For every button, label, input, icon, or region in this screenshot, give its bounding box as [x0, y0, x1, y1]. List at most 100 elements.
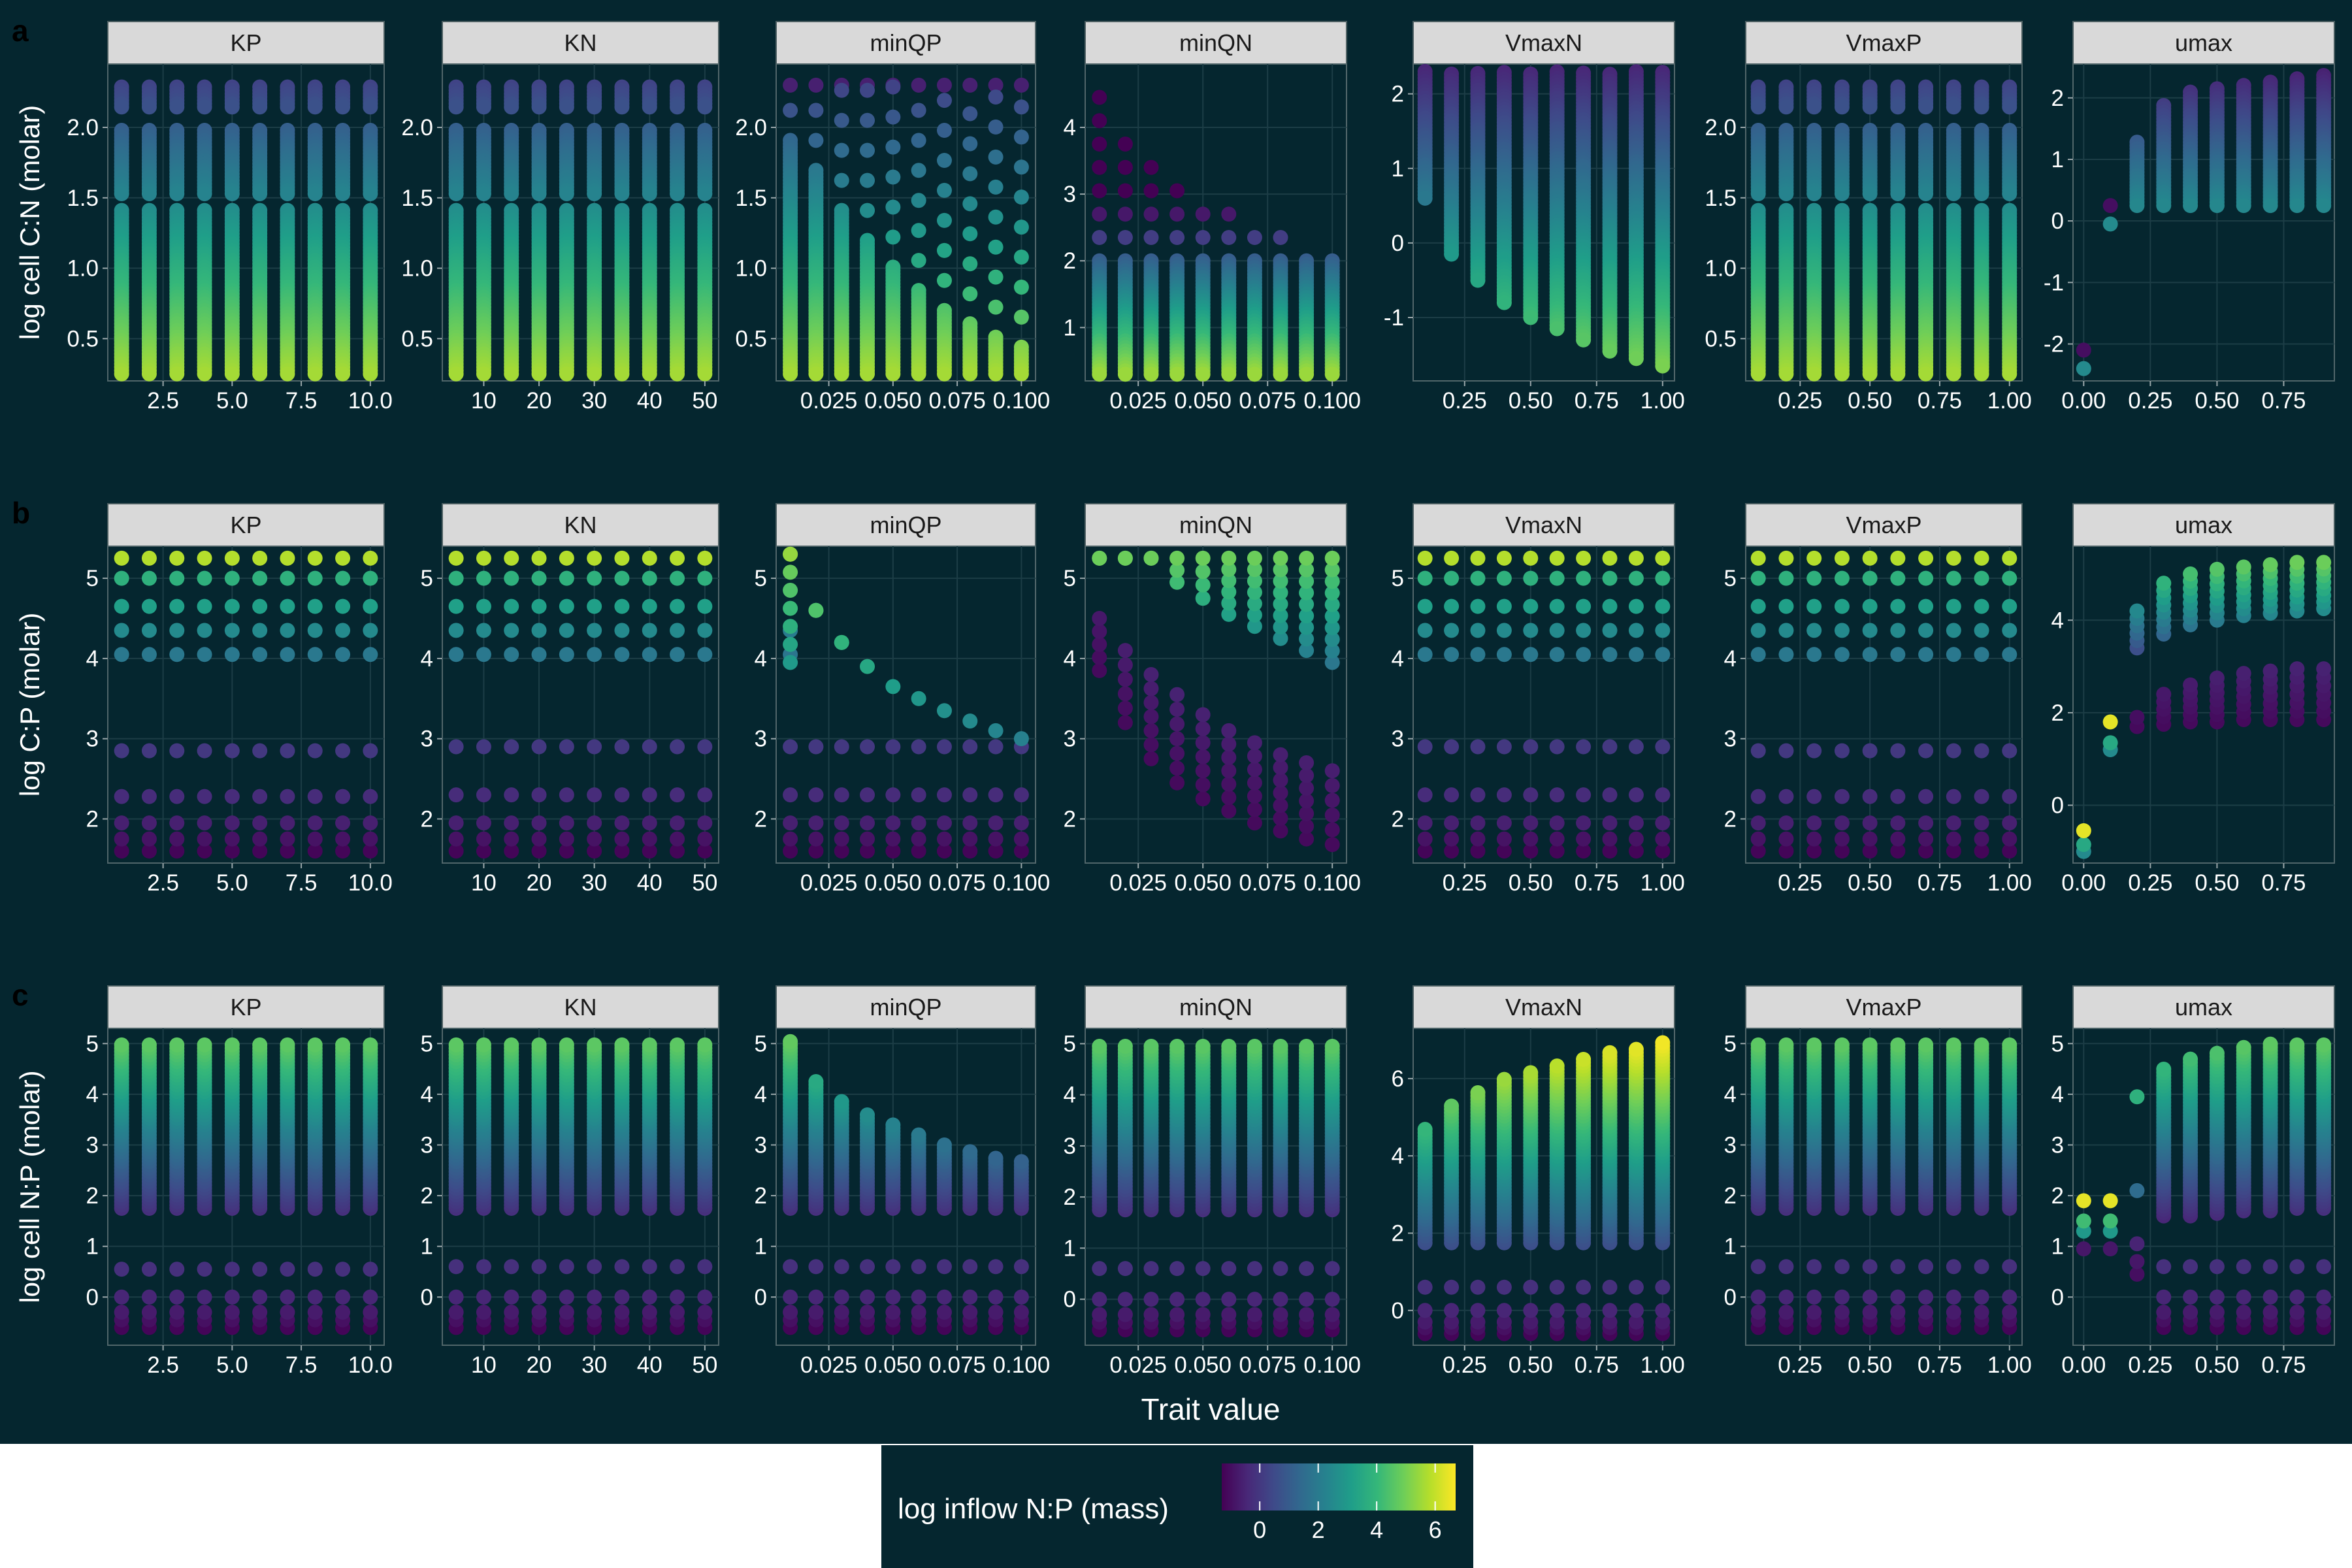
data-point [1092, 113, 1107, 129]
data-point [1247, 789, 1262, 804]
data-point [808, 366, 824, 382]
data-point [1778, 366, 1794, 382]
data-point [504, 186, 519, 202]
data-point [2076, 342, 2091, 358]
data-point [1628, 351, 1644, 367]
y-tick-label: 0.5 [401, 326, 433, 351]
data-point [1092, 623, 1107, 639]
data-point [1444, 623, 1460, 638]
data-point [783, 366, 798, 382]
x-tick-label: 2.5 [147, 388, 179, 414]
x-tick-label: 10.0 [348, 870, 393, 896]
data-point [962, 196, 978, 212]
data-point [1974, 99, 1989, 115]
data-point [141, 570, 157, 586]
data-point [587, 831, 602, 847]
data-point [307, 743, 323, 759]
data-point [911, 787, 926, 803]
data-point [1496, 787, 1512, 803]
data-point [1602, 598, 1618, 614]
data-point [988, 723, 1004, 738]
data-point [783, 619, 798, 634]
data-point [169, 366, 185, 382]
data-point [1117, 686, 1133, 702]
data-point [1628, 550, 1644, 566]
x-tick-label: 0.50 [2195, 388, 2239, 414]
data-point [1946, 789, 1961, 804]
data-point [1092, 137, 1107, 152]
data-point [1496, 815, 1512, 831]
data-point [280, 743, 295, 759]
data-point [587, 366, 602, 382]
data-point [1273, 367, 1288, 382]
data-point [252, 570, 268, 586]
data-point [1092, 662, 1107, 678]
data-point [911, 691, 926, 706]
data-point [860, 815, 875, 831]
data-point [531, 623, 547, 638]
data-point [2002, 186, 2017, 202]
data-point [1918, 186, 1934, 202]
data-point [1750, 99, 1766, 115]
data-point [834, 634, 849, 650]
data-point [1221, 367, 1237, 382]
data-point [808, 77, 824, 93]
data-point [280, 366, 295, 382]
data-point [363, 186, 378, 202]
data-point [335, 831, 351, 847]
data-point [1417, 815, 1433, 831]
data-point [280, 550, 295, 566]
y-tick-label: 3 [755, 727, 767, 752]
panel-label: b [12, 496, 30, 530]
data-point [531, 815, 547, 831]
data-point [1299, 550, 1315, 566]
data-point [169, 815, 185, 831]
data-point [1273, 747, 1288, 762]
data-point [936, 272, 952, 288]
data-point [169, 99, 185, 115]
data-point [1092, 206, 1107, 222]
data-point [1576, 739, 1592, 755]
data-point [1806, 789, 1822, 804]
data-point [1890, 831, 1906, 847]
data-point [1750, 831, 1766, 847]
data-point [1470, 272, 1486, 288]
data-point [962, 739, 978, 755]
data-point [1918, 815, 1934, 831]
data-point [783, 564, 798, 580]
data-point [448, 366, 464, 382]
data-point [911, 815, 926, 831]
data-point [783, 636, 798, 652]
data-point [1496, 831, 1512, 847]
data-point [1117, 137, 1133, 152]
y-tick-label: 1.5 [401, 186, 433, 211]
data-point [448, 739, 464, 755]
data-point [1417, 647, 1433, 662]
data-point [280, 598, 295, 614]
data-point [2262, 198, 2278, 214]
data-point [280, 623, 295, 638]
data-point [531, 186, 547, 202]
x-tick-label: 0.100 [993, 388, 1051, 414]
data-point [1628, 815, 1644, 831]
data-point [587, 598, 602, 614]
data-point [1890, 366, 1906, 382]
data-point [1444, 815, 1460, 831]
data-point [1806, 186, 1822, 202]
data-point [307, 186, 323, 202]
data-point [559, 787, 574, 803]
data-point [1117, 643, 1133, 659]
data-point [197, 99, 212, 115]
y-tick-label: 4 [755, 646, 767, 672]
data-point [2156, 198, 2172, 214]
data-point [614, 831, 630, 847]
data-point [1092, 611, 1107, 627]
data-point [642, 787, 657, 803]
data-point [1470, 815, 1486, 831]
data-point [697, 787, 713, 803]
data-point [363, 623, 378, 638]
data-point [335, 366, 351, 382]
data-point [1655, 815, 1671, 831]
y-axis-title: log cell C:N (molar) [14, 105, 45, 340]
